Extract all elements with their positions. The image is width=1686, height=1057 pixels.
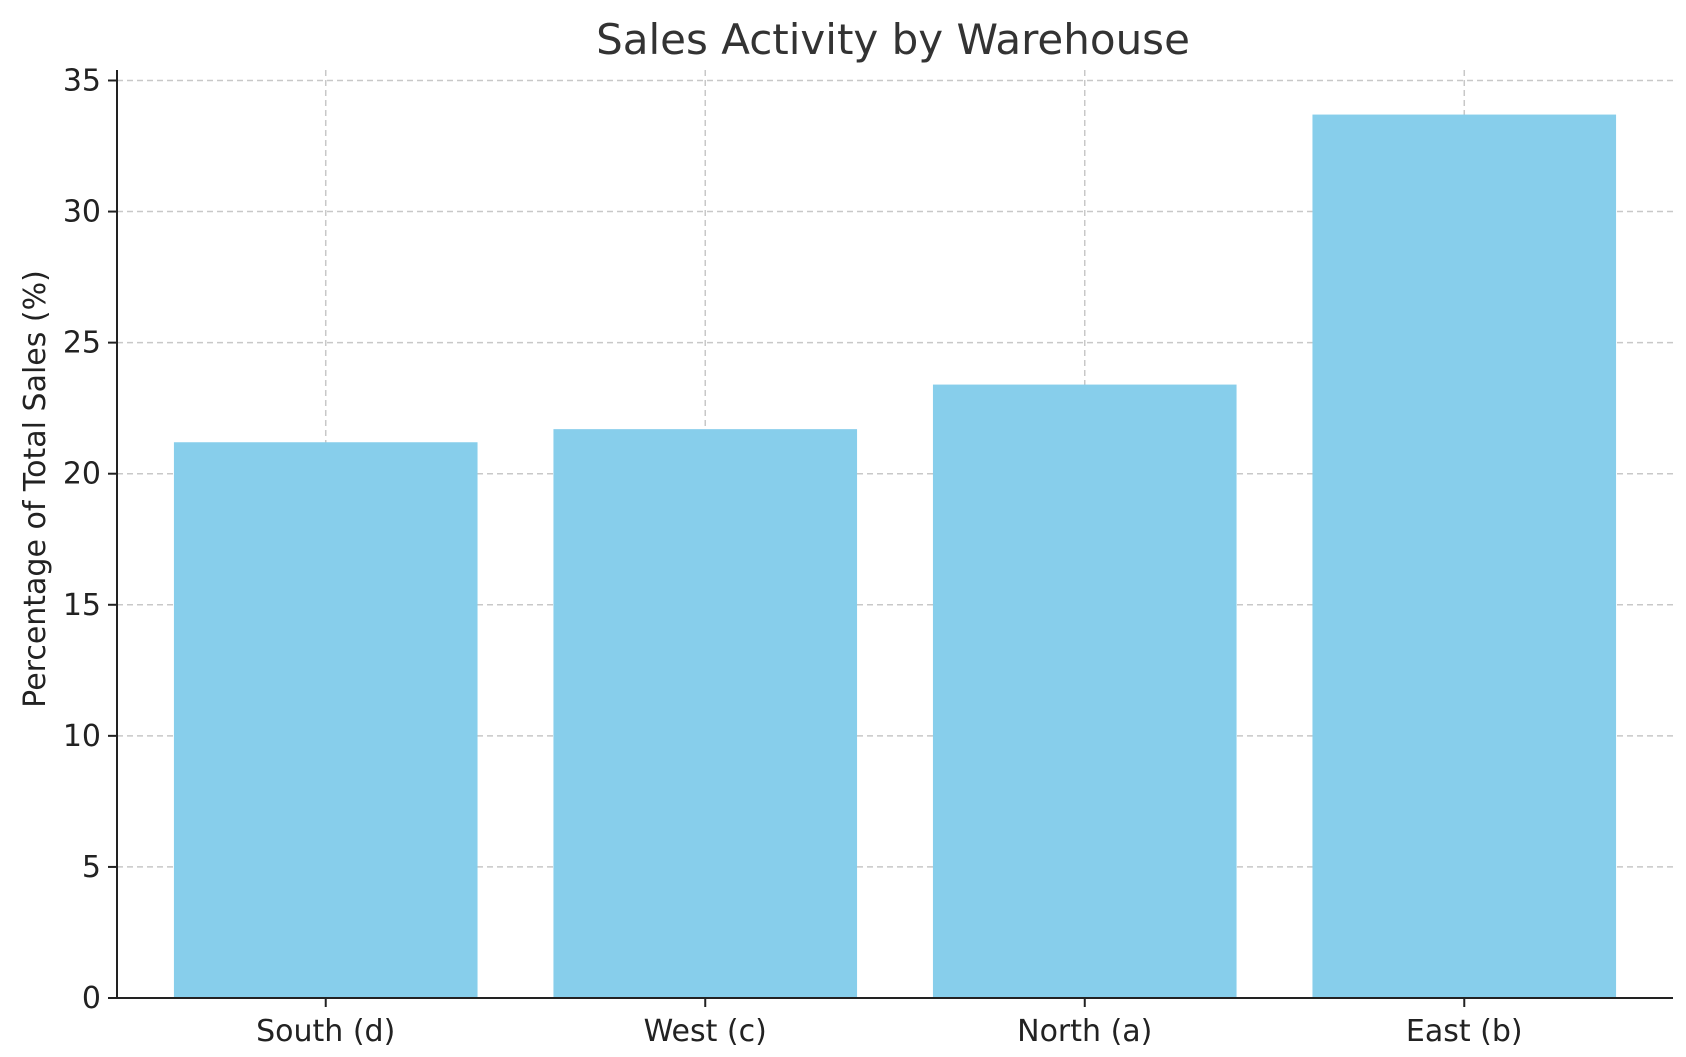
x-tick-label: South (d) <box>256 1014 395 1049</box>
bar-south-d <box>173 442 478 998</box>
bar-north-a <box>932 384 1237 998</box>
y-tick-label: 35 <box>63 63 101 98</box>
x-tick-label: West (c) <box>644 1014 767 1049</box>
x-ticks: South (d) West (c) North (a) East (b) <box>256 998 1523 1049</box>
y-tick-label: 20 <box>63 457 101 492</box>
y-tick-label: 25 <box>63 326 101 361</box>
chart-title: Sales Activity by Warehouse <box>596 15 1190 64</box>
axes <box>116 70 1673 999</box>
y-axis-label: Percentage of Total Sales (%) <box>18 270 53 708</box>
y-tick-label: 30 <box>63 195 101 230</box>
x-tick-label: East (b) <box>1406 1014 1523 1049</box>
y-tick-label: 0 <box>82 981 101 1016</box>
bars <box>173 114 1617 999</box>
bar-east-b <box>1312 114 1617 999</box>
bar-west-c <box>553 429 858 998</box>
y-tick-label: 5 <box>82 850 101 885</box>
x-tick-label: North (a) <box>1017 1014 1152 1049</box>
y-tick-label: 15 <box>63 588 101 623</box>
y-ticks: 0 5 10 15 20 25 30 35 <box>63 63 117 1016</box>
y-tick-label: 10 <box>63 719 101 754</box>
